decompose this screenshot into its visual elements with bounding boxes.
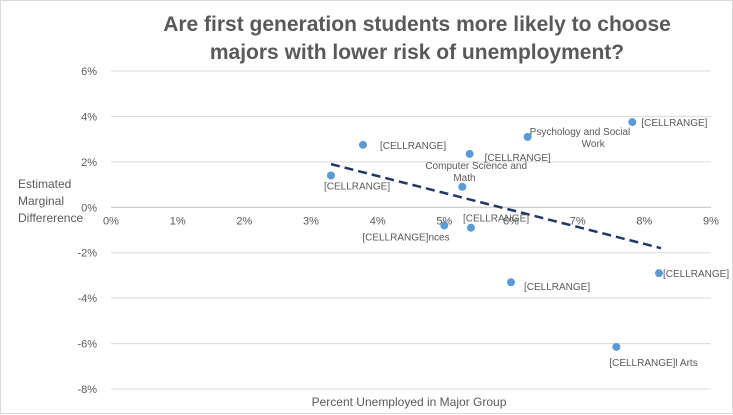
data-point xyxy=(359,140,367,149)
x-tick-label: 5% xyxy=(436,215,452,227)
y-tick-label: 6% xyxy=(81,66,97,78)
x-tick-label: 2% xyxy=(236,215,252,227)
chart-title-line-1: Are first generation students more likel… xyxy=(163,13,671,36)
x-tick-label: 7% xyxy=(570,215,586,227)
data-point-label: [CELLRANGE] xyxy=(641,118,707,129)
data-point-label: [CELLRANGE] xyxy=(485,153,551,164)
y-tick-label: -4% xyxy=(77,293,97,305)
x-tick-label: 9% xyxy=(703,215,719,227)
data-point xyxy=(507,278,515,287)
x-tick-label: 0% xyxy=(103,215,119,227)
data-point-label: [CELLRANGE] xyxy=(380,141,446,152)
y-tick-label: 4% xyxy=(81,111,97,123)
data-point-label: Computer Science and xyxy=(425,161,527,172)
data-point xyxy=(458,182,467,191)
y-axis-title-line-3: Differerence xyxy=(18,211,83,225)
data-point-label: Work xyxy=(582,139,606,150)
data-point xyxy=(628,118,637,127)
data-point-label: [CELLRANGE]l Arts xyxy=(609,358,697,369)
data-point xyxy=(612,342,621,351)
data-point-label: [CELLRANGE] xyxy=(663,269,729,280)
data-point-label: Math xyxy=(453,173,475,184)
x-tick-label: 1% xyxy=(170,215,186,227)
data-point-label: [CELLRANGE] xyxy=(524,282,590,293)
y-axis-title-line-1: Estimated xyxy=(18,177,71,191)
chart-title-line-2: majors with lower risk of unemployment? xyxy=(210,41,624,64)
y-tick-label: -2% xyxy=(77,248,97,260)
data-point xyxy=(327,171,335,180)
x-tick-label: 3% xyxy=(303,215,319,227)
y-tick-label: -8% xyxy=(77,384,97,396)
y-tick-label: 2% xyxy=(81,157,97,169)
trendline xyxy=(330,162,662,250)
x-tick-label: 6% xyxy=(503,215,519,227)
data-point-label: Psychology and Social xyxy=(530,127,631,138)
data-point xyxy=(465,149,474,158)
data-point-label: [CELLRANGE] xyxy=(463,214,529,225)
x-tick-label: 8% xyxy=(636,215,652,227)
data-point xyxy=(655,269,663,278)
y-tick-label: -6% xyxy=(77,339,97,351)
data-point-label: [CELLRANGE]nces xyxy=(362,232,449,243)
y-axis-title-line-2: Marginal xyxy=(18,194,64,208)
y-tick-label: 0% xyxy=(81,202,97,214)
x-axis-title: Percent Unemployed in Major Group xyxy=(312,395,507,409)
data-point xyxy=(467,223,475,232)
x-tick-label: 4% xyxy=(370,215,386,227)
data-point xyxy=(523,132,532,141)
data-point-label: [CELLRANGE] xyxy=(324,181,390,192)
data-point xyxy=(440,221,449,230)
